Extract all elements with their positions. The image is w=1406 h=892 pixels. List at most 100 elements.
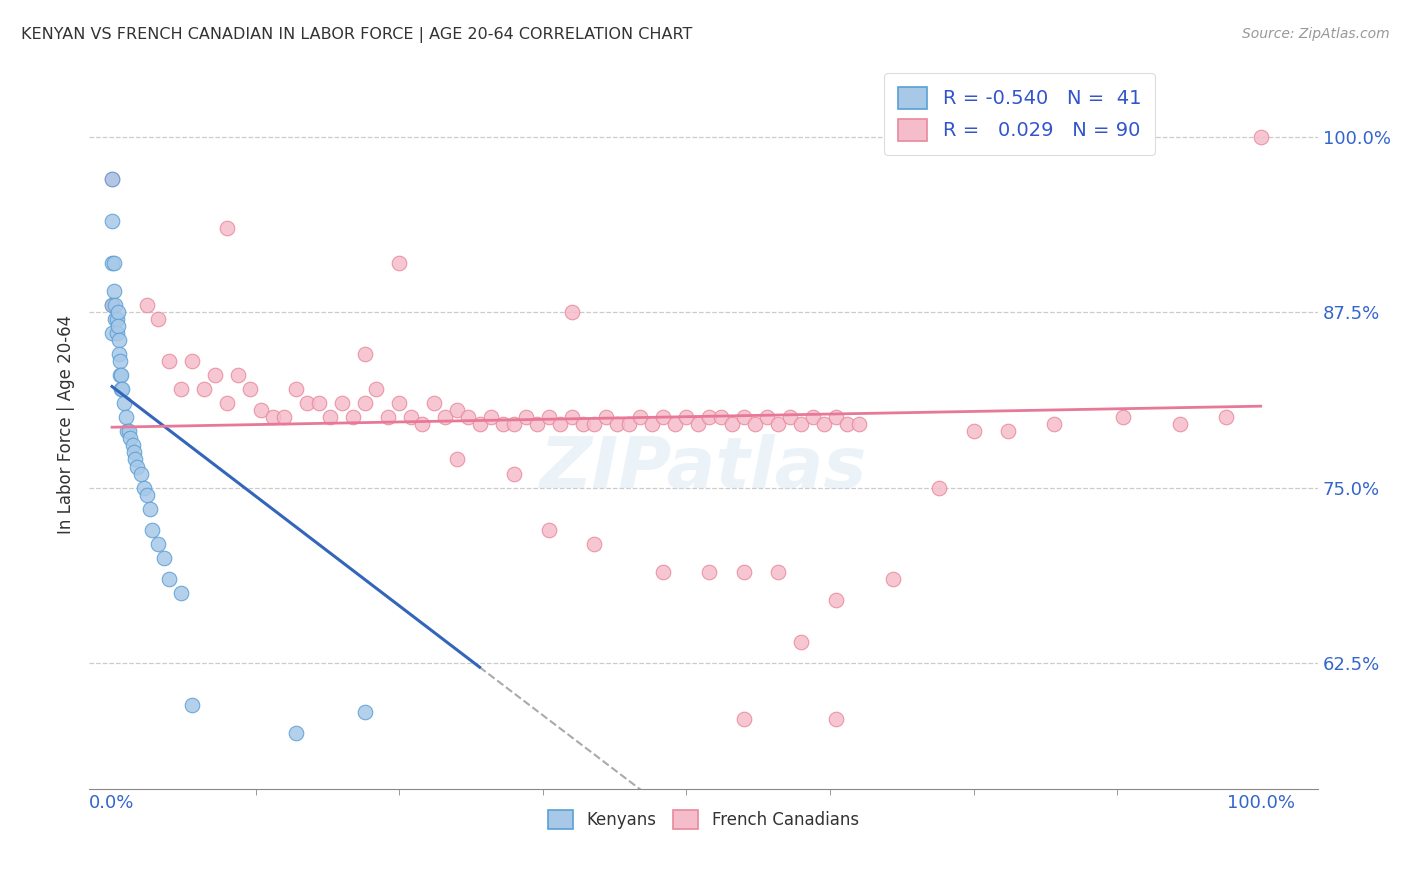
Legend: Kenyans, French Canadians: Kenyans, French Canadians — [541, 803, 866, 836]
Point — [353, 396, 375, 410]
Point — [284, 382, 307, 396]
Text: ZIPatlas: ZIPatlas — [540, 434, 868, 503]
Point — [129, 467, 152, 481]
Point — [779, 410, 801, 425]
Point — [342, 410, 364, 425]
Point — [114, 410, 136, 425]
Point — [112, 396, 135, 410]
Point — [101, 326, 124, 341]
Point — [135, 298, 157, 312]
Point — [388, 256, 411, 270]
Point — [422, 396, 444, 410]
Point — [330, 396, 353, 410]
Point — [118, 425, 141, 439]
Point — [127, 459, 149, 474]
Point — [699, 565, 721, 579]
Point — [250, 403, 273, 417]
Point — [652, 565, 675, 579]
Point — [583, 537, 606, 551]
Point — [377, 410, 399, 425]
Point — [768, 417, 790, 432]
Point — [503, 417, 526, 432]
Point — [824, 592, 846, 607]
Point — [108, 368, 131, 383]
Point — [101, 172, 124, 186]
Point — [515, 410, 537, 425]
Point — [790, 417, 813, 432]
Point — [134, 481, 156, 495]
Point — [366, 382, 388, 396]
Point — [837, 417, 859, 432]
Point — [139, 501, 162, 516]
Point — [733, 565, 755, 579]
Point — [628, 410, 651, 425]
Point — [479, 410, 502, 425]
Point — [101, 298, 124, 312]
Point — [101, 298, 124, 312]
Point — [652, 410, 675, 425]
Point — [928, 481, 950, 495]
Point — [105, 326, 128, 341]
Point — [121, 438, 143, 452]
Point — [239, 382, 262, 396]
Point — [595, 410, 617, 425]
Point — [111, 382, 134, 396]
Point — [215, 396, 238, 410]
Point — [262, 410, 284, 425]
Point — [319, 410, 342, 425]
Point — [152, 550, 174, 565]
Point — [699, 410, 721, 425]
Point — [675, 410, 697, 425]
Point — [446, 452, 468, 467]
Point — [583, 417, 606, 432]
Point — [108, 333, 131, 347]
Point — [1043, 417, 1066, 432]
Point — [1250, 129, 1272, 144]
Point — [110, 368, 132, 383]
Point — [170, 382, 193, 396]
Point — [617, 417, 640, 432]
Point — [159, 572, 181, 586]
Point — [537, 410, 560, 425]
Point — [457, 410, 479, 425]
Point — [824, 410, 846, 425]
Point — [882, 572, 904, 586]
Point — [641, 417, 664, 432]
Point — [733, 712, 755, 726]
Point — [744, 417, 766, 432]
Point — [560, 305, 582, 319]
Point — [434, 410, 457, 425]
Point — [468, 417, 491, 432]
Point — [446, 403, 468, 417]
Point — [170, 586, 193, 600]
Point — [273, 410, 295, 425]
Y-axis label: In Labor Force | Age 20-64: In Labor Force | Age 20-64 — [58, 315, 75, 534]
Point — [962, 425, 984, 439]
Point — [813, 417, 835, 432]
Text: Source: ZipAtlas.com: Source: ZipAtlas.com — [1241, 27, 1389, 41]
Point — [848, 417, 870, 432]
Point — [997, 425, 1019, 439]
Point — [824, 712, 846, 726]
Point — [572, 417, 595, 432]
Point — [146, 537, 169, 551]
Point — [104, 298, 127, 312]
Point — [308, 396, 330, 410]
Point — [733, 410, 755, 425]
Point — [204, 368, 226, 383]
Point — [135, 487, 157, 501]
Point — [159, 354, 181, 368]
Point — [120, 432, 142, 446]
Point — [101, 256, 124, 270]
Point — [104, 312, 127, 326]
Point — [108, 354, 131, 368]
Point — [297, 396, 319, 410]
Point — [353, 705, 375, 719]
Point — [768, 565, 790, 579]
Point — [1168, 417, 1191, 432]
Point — [108, 347, 131, 361]
Point — [122, 445, 145, 459]
Point — [801, 410, 824, 425]
Point — [110, 382, 132, 396]
Point — [606, 417, 628, 432]
